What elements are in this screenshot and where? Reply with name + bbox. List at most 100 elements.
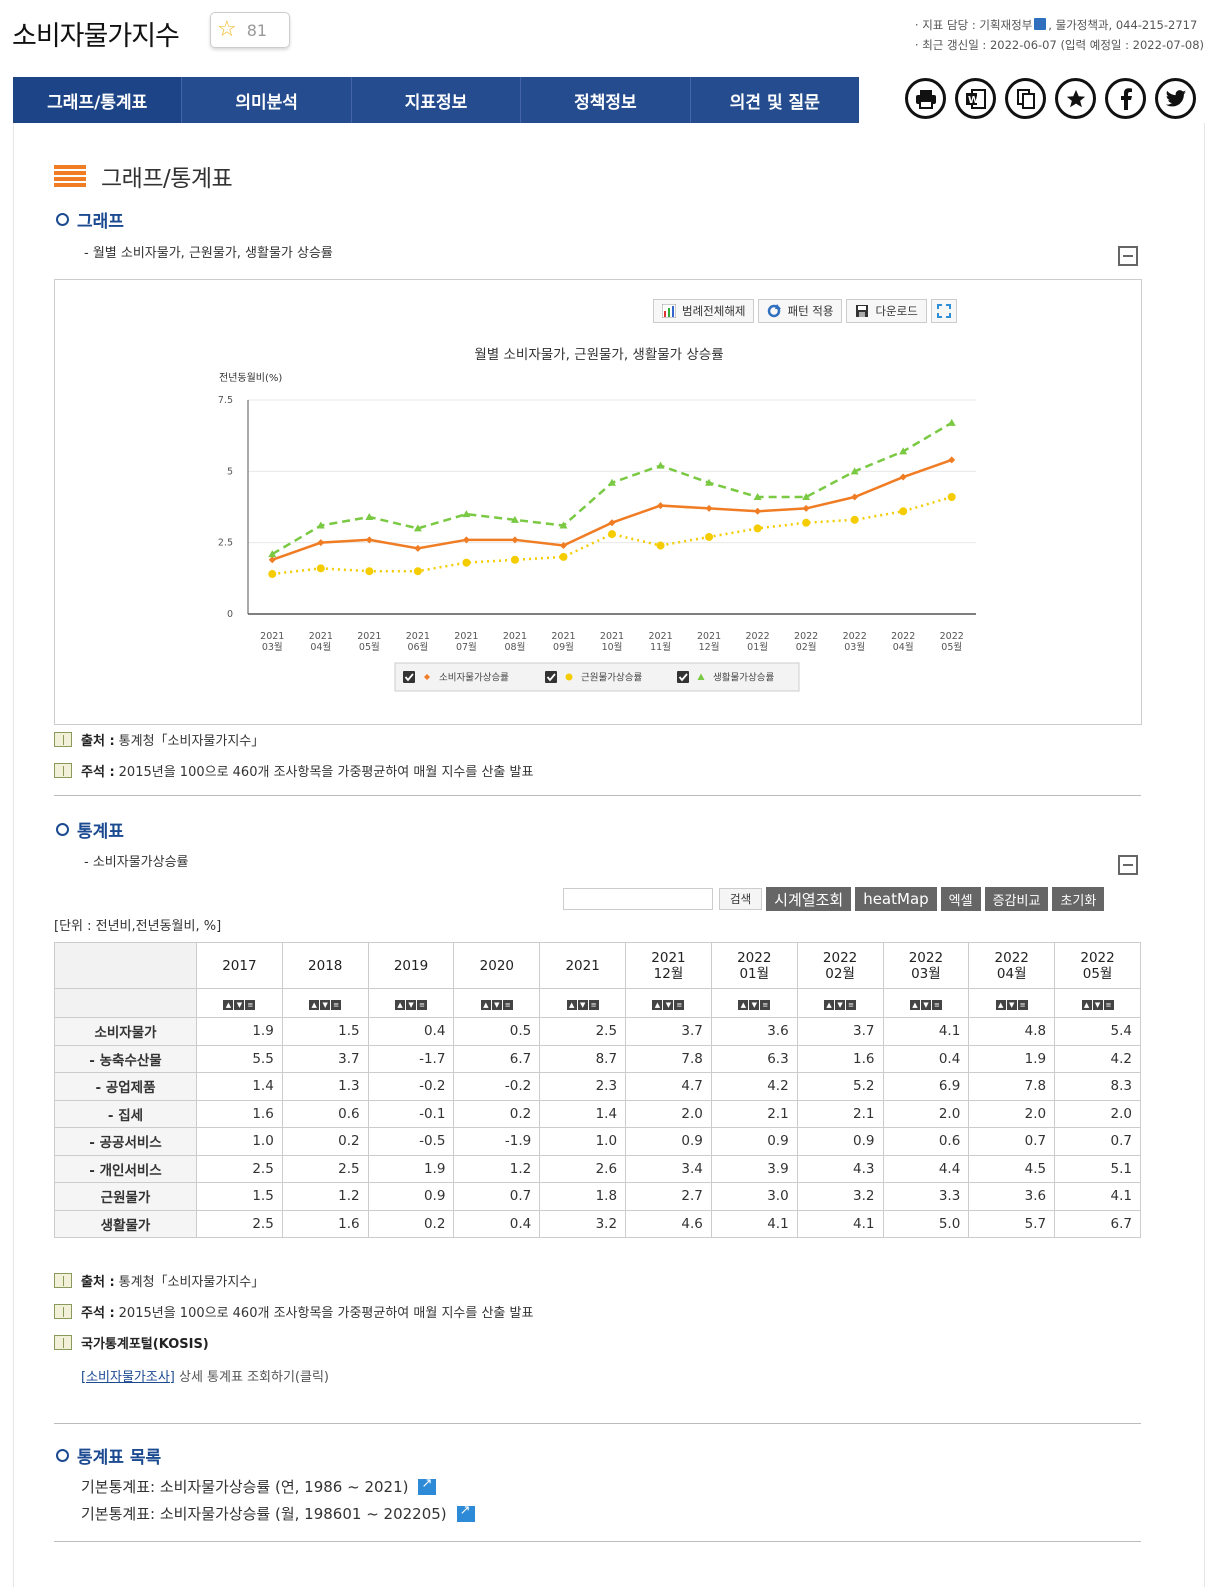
sort-controls[interactable]: ▲ ▼ ≡ <box>281 988 369 1018</box>
sort-controls[interactable]: ▲ ▼ ≡ <box>710 988 798 1018</box>
sort-down-icon[interactable]: ▼ <box>920 1000 931 1010</box>
x-tick-label: 2021 <box>260 631 284 642</box>
indicator-meta: · 지표 담당 : 기획재정부 , 물가정책과, 044-215-2717 · 최… <box>915 15 1204 55</box>
x-tick-label: 2021 <box>406 631 430 642</box>
y-axis-label: 전년동월비(%) <box>219 372 282 384</box>
search-button[interactable]: 검색 <box>719 888 763 910</box>
sort-down-icon[interactable]: ▼ <box>663 1000 674 1010</box>
sort-controls[interactable]: ▲ ▼ ≡ <box>539 988 627 1018</box>
external-link-icon[interactable] <box>1034 18 1047 30</box>
table-cell: 1.3 <box>281 1072 369 1101</box>
word-icon[interactable]: W <box>955 78 996 119</box>
refresh-icon <box>768 304 782 318</box>
sort-menu-icon[interactable]: ≡ <box>846 1000 857 1010</box>
sort-menu-icon[interactable]: ≡ <box>760 1000 771 1010</box>
sort-menu-icon[interactable]: ≡ <box>674 1000 685 1010</box>
stat-list-item[interactable]: 기본통계표: 소비자물가상승률 (연, 1986 ~ 2021) <box>81 1476 437 1497</box>
bar-chart-icon <box>662 304 676 318</box>
facebook-icon[interactable] <box>1105 78 1146 119</box>
sort-down-icon[interactable]: ▼ <box>320 1000 331 1010</box>
sort-up-icon[interactable]: ▲ <box>395 1000 406 1010</box>
sort-up-icon[interactable]: ▲ <box>738 1000 749 1010</box>
print-icon[interactable] <box>905 78 946 119</box>
sort-menu-icon[interactable]: ≡ <box>331 1000 342 1010</box>
column-header: 2018 <box>281 942 369 989</box>
sort-menu-icon[interactable]: ≡ <box>1103 1000 1114 1010</box>
twitter-icon[interactable] <box>1155 78 1196 119</box>
sort-menu-icon[interactable]: ≡ <box>588 1000 599 1010</box>
sort-up-icon[interactable]: ▲ <box>909 1000 920 1010</box>
sort-down-icon[interactable]: ▼ <box>406 1000 417 1010</box>
table-search-input[interactable] <box>563 888 713 910</box>
table-cell: 0.2 <box>453 1099 541 1128</box>
external-link-icon[interactable] <box>418 1476 437 1495</box>
x-tick-label: 07월 <box>456 641 477 653</box>
sort-up-icon[interactable]: ▲ <box>995 1000 1006 1010</box>
data-point <box>656 541 665 550</box>
sort-down-icon[interactable]: ▼ <box>1092 1000 1103 1010</box>
sort-down-icon[interactable]: ▼ <box>1006 1000 1017 1010</box>
sort-controls[interactable]: ▲ ▼ ≡ <box>453 988 541 1018</box>
sort-menu-icon[interactable]: ≡ <box>417 1000 428 1010</box>
external-link-icon[interactable] <box>456 1503 475 1522</box>
sort-menu-icon[interactable]: ≡ <box>1017 1000 1028 1010</box>
copy-icon[interactable] <box>1005 78 1046 119</box>
sort-controls[interactable]: ▲ ▼ ≡ <box>625 988 712 1018</box>
sort-down-icon[interactable]: ▼ <box>491 1000 502 1010</box>
table-cell: 1.5 <box>196 1182 283 1211</box>
sort-down-icon[interactable]: ▼ <box>577 1000 588 1010</box>
check-icon <box>546 673 556 682</box>
kosis-link[interactable]: [소비자물가조사] <box>81 1370 175 1385</box>
favorite-button[interactable]: ☆ 81 <box>210 12 290 48</box>
sort-menu-icon[interactable]: ≡ <box>245 1000 256 1010</box>
table-cell: 1.4 <box>539 1099 627 1128</box>
table-collapse-button[interactable] <box>1118 855 1138 875</box>
sort-up-icon[interactable]: ▲ <box>223 1000 234 1010</box>
tab-graph-table[interactable]: 그래프/통계표 <box>13 77 183 123</box>
sort-controls[interactable]: ▲ ▼ ≡ <box>1054 988 1141 1018</box>
sort-controls[interactable]: ▲ ▼ ≡ <box>882 988 970 1018</box>
reset-button[interactable]: 초기화 <box>1052 887 1105 911</box>
sort-down-icon[interactable]: ▼ <box>749 1000 760 1010</box>
stat-list-item[interactable]: 기본통계표: 소비자물가상승률 (월, 198601 ~ 202205) <box>81 1503 475 1524</box>
sort-menu-icon[interactable]: ≡ <box>502 1000 513 1010</box>
sort-up-icon[interactable]: ▲ <box>480 1000 491 1010</box>
sort-up-icon[interactable]: ▲ <box>1081 1000 1092 1010</box>
favorite-icon[interactable] <box>1055 78 1096 119</box>
heatmap-button[interactable]: heatMap <box>855 887 937 911</box>
table-cell: 0.2 <box>281 1127 369 1156</box>
sort-up-icon[interactable]: ▲ <box>309 1000 320 1010</box>
table-cell: 0.7 <box>453 1182 541 1211</box>
download-button[interactable]: 다운로드 <box>846 299 927 323</box>
sort-controls[interactable]: ▲ ▼ ≡ <box>968 988 1056 1018</box>
table-cell: 3.7 <box>625 1017 712 1046</box>
sort-controls[interactable]: ▲ ▼ ≡ <box>796 988 884 1018</box>
excel-button[interactable]: 엑셀 <box>940 887 981 911</box>
sort-controls[interactable]: ▲ ▼ ≡ <box>367 988 455 1018</box>
circle-bullet-icon <box>56 213 69 226</box>
expand-icon <box>936 304 951 318</box>
x-tick-label: 06월 <box>407 641 428 653</box>
row-header: 생활물가 <box>54 1209 197 1238</box>
sort-down-icon[interactable]: ▼ <box>234 1000 245 1010</box>
tab-indicator-info[interactable]: 지표정보 <box>352 77 522 123</box>
compare-button[interactable]: 증감비교 <box>984 887 1049 911</box>
sort-up-icon[interactable]: ▲ <box>652 1000 663 1010</box>
sort-up-icon[interactable]: ▲ <box>566 1000 577 1010</box>
tab-policy-info[interactable]: 정책정보 <box>521 77 691 123</box>
tab-analysis[interactable]: 의미분석 <box>182 77 352 123</box>
sort-up-icon[interactable]: ▲ <box>824 1000 835 1010</box>
data-point <box>268 570 277 579</box>
table-cell: 3.2 <box>796 1182 884 1211</box>
graph-collapse-button[interactable] <box>1118 246 1138 266</box>
pattern-button[interactable]: 패턴 적용 <box>758 299 843 323</box>
sort-controls[interactable]: ▲ ▼ ≡ <box>196 988 283 1018</box>
fullscreen-button[interactable] <box>930 299 957 323</box>
timeseries-button[interactable]: 시계열조회 <box>766 887 852 911</box>
table-cell: 3.4 <box>625 1154 712 1183</box>
sort-down-icon[interactable]: ▼ <box>835 1000 846 1010</box>
legend-box <box>394 662 800 692</box>
sort-menu-icon[interactable]: ≡ <box>931 1000 942 1010</box>
tab-feedback[interactable]: 의견 및 질문 <box>729 92 820 113</box>
legend-toggle-button[interactable]: 범례전체해제 <box>653 299 755 323</box>
